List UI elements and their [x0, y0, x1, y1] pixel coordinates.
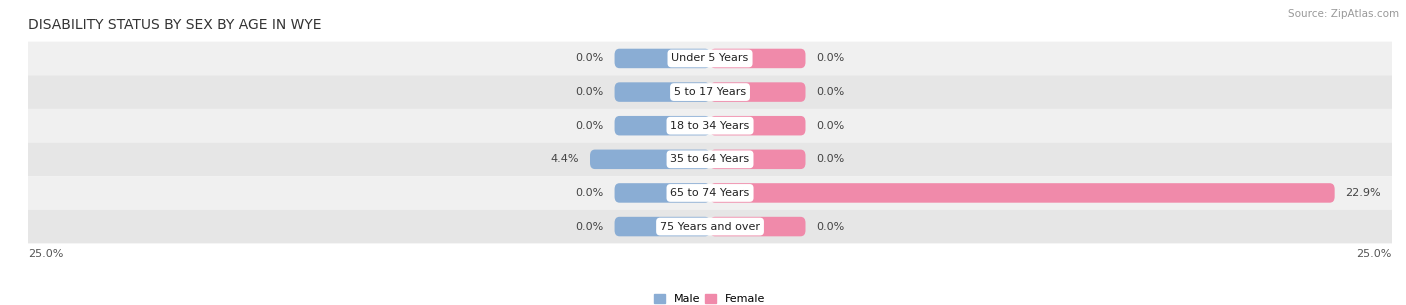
- FancyBboxPatch shape: [614, 116, 710, 135]
- Text: 0.0%: 0.0%: [575, 53, 603, 63]
- Legend: Male, Female: Male, Female: [654, 294, 766, 304]
- Text: 5 to 17 Years: 5 to 17 Years: [673, 87, 747, 97]
- FancyBboxPatch shape: [14, 109, 1406, 142]
- FancyBboxPatch shape: [614, 49, 710, 68]
- FancyBboxPatch shape: [591, 149, 710, 169]
- Text: 0.0%: 0.0%: [817, 221, 845, 231]
- Text: 18 to 34 Years: 18 to 34 Years: [671, 121, 749, 131]
- FancyBboxPatch shape: [710, 149, 806, 169]
- Text: 25.0%: 25.0%: [28, 249, 63, 260]
- FancyBboxPatch shape: [710, 217, 806, 236]
- FancyBboxPatch shape: [614, 217, 710, 236]
- FancyBboxPatch shape: [710, 82, 806, 102]
- Text: 0.0%: 0.0%: [575, 121, 603, 131]
- Text: 0.0%: 0.0%: [817, 87, 845, 97]
- FancyBboxPatch shape: [710, 183, 1334, 203]
- FancyBboxPatch shape: [614, 82, 710, 102]
- Text: 4.4%: 4.4%: [551, 154, 579, 164]
- Text: Under 5 Years: Under 5 Years: [672, 53, 748, 63]
- FancyBboxPatch shape: [14, 42, 1406, 75]
- Text: 0.0%: 0.0%: [575, 188, 603, 198]
- Text: 0.0%: 0.0%: [817, 154, 845, 164]
- FancyBboxPatch shape: [614, 183, 710, 203]
- Text: 0.0%: 0.0%: [575, 87, 603, 97]
- FancyBboxPatch shape: [710, 49, 806, 68]
- Text: 22.9%: 22.9%: [1346, 188, 1381, 198]
- Text: 35 to 64 Years: 35 to 64 Years: [671, 154, 749, 164]
- Text: 65 to 74 Years: 65 to 74 Years: [671, 188, 749, 198]
- Text: Source: ZipAtlas.com: Source: ZipAtlas.com: [1288, 9, 1399, 19]
- Text: 0.0%: 0.0%: [817, 121, 845, 131]
- FancyBboxPatch shape: [14, 142, 1406, 176]
- FancyBboxPatch shape: [14, 75, 1406, 109]
- FancyBboxPatch shape: [710, 116, 806, 135]
- FancyBboxPatch shape: [14, 176, 1406, 210]
- Text: DISABILITY STATUS BY SEX BY AGE IN WYE: DISABILITY STATUS BY SEX BY AGE IN WYE: [28, 18, 322, 31]
- FancyBboxPatch shape: [14, 210, 1406, 243]
- Text: 0.0%: 0.0%: [817, 53, 845, 63]
- Text: 0.0%: 0.0%: [575, 221, 603, 231]
- Text: 75 Years and over: 75 Years and over: [659, 221, 761, 231]
- Text: 25.0%: 25.0%: [1357, 249, 1392, 260]
